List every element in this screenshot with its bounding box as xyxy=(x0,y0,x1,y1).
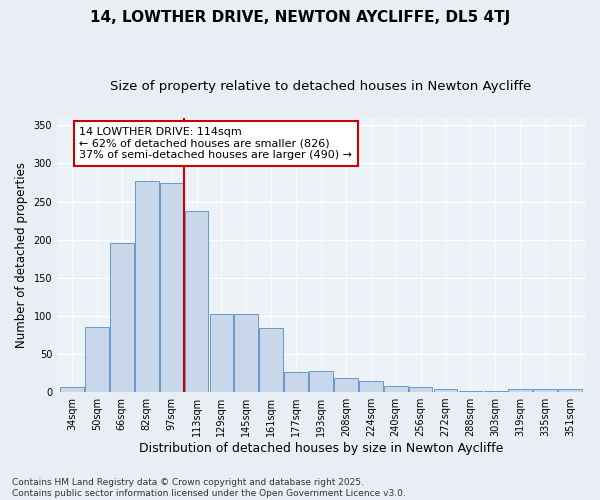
Bar xyxy=(185,212,208,392)
Text: Contains HM Land Registry data © Crown copyright and database right 2025.
Contai: Contains HM Land Registry data © Crown c… xyxy=(12,478,406,498)
Bar xyxy=(409,386,433,392)
Bar xyxy=(434,389,457,392)
Bar xyxy=(135,181,158,392)
Y-axis label: Number of detached properties: Number of detached properties xyxy=(15,162,28,348)
Text: 14, LOWTHER DRIVE, NEWTON AYCLIFFE, DL5 4TJ: 14, LOWTHER DRIVE, NEWTON AYCLIFFE, DL5 … xyxy=(90,10,510,25)
Bar xyxy=(85,328,109,392)
Bar xyxy=(284,372,308,392)
Bar xyxy=(508,389,532,392)
Bar xyxy=(558,389,582,392)
Bar xyxy=(160,182,184,392)
Bar xyxy=(110,242,134,392)
X-axis label: Distribution of detached houses by size in Newton Aycliffe: Distribution of detached houses by size … xyxy=(139,442,503,455)
Text: 14 LOWTHER DRIVE: 114sqm
← 62% of detached houses are smaller (826)
37% of semi-: 14 LOWTHER DRIVE: 114sqm ← 62% of detach… xyxy=(79,127,352,160)
Bar xyxy=(533,389,557,392)
Title: Size of property relative to detached houses in Newton Aycliffe: Size of property relative to detached ho… xyxy=(110,80,532,93)
Bar xyxy=(309,370,333,392)
Bar xyxy=(384,386,407,392)
Bar xyxy=(334,378,358,392)
Bar xyxy=(235,314,258,392)
Bar xyxy=(259,328,283,392)
Bar xyxy=(60,386,84,392)
Bar xyxy=(209,314,233,392)
Bar xyxy=(359,380,383,392)
